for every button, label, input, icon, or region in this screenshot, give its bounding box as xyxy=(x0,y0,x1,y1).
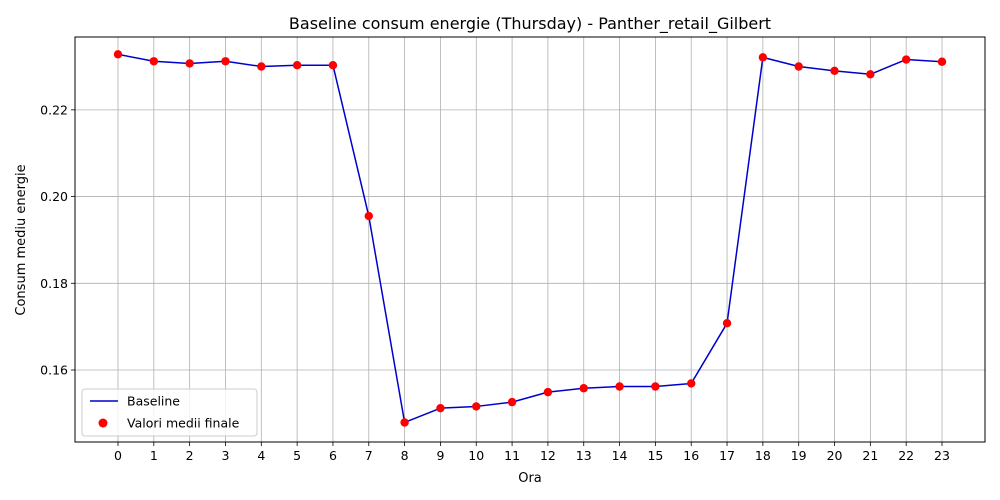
x-tick-label: 4 xyxy=(257,448,265,463)
data-point xyxy=(221,57,230,66)
baseline-line xyxy=(117,53,943,424)
legend-label-baseline: Baseline xyxy=(127,394,180,409)
x-axis-ticks: 0 1 2 3 4 5 6 7 8 9 10 11 12 13 14 15 16 17 18 19 20 21 22 23 xyxy=(114,442,950,463)
x-tick-label: 3 xyxy=(221,448,229,463)
x-tick-label: 1 xyxy=(150,448,158,463)
data-point xyxy=(722,318,732,328)
data-point xyxy=(579,384,588,393)
y-tick-label: 0.18 xyxy=(40,276,68,291)
x-tick-label: 5 xyxy=(293,448,301,463)
x-tick-label: 13 xyxy=(576,448,592,463)
data-point xyxy=(830,66,839,76)
data-point xyxy=(257,62,266,71)
x-tick-label: 15 xyxy=(647,448,663,463)
plot-frame-border xyxy=(74,36,986,443)
plot-area xyxy=(74,36,986,443)
legend-marker-swatch xyxy=(98,418,108,428)
data-point xyxy=(436,403,445,413)
x-tick-label: 8 xyxy=(401,448,409,463)
final-values-series xyxy=(113,50,947,427)
y-tick-label: 0.20 xyxy=(40,189,68,204)
x-tick-label: 2 xyxy=(186,448,194,463)
x-tick-label: 21 xyxy=(862,448,878,463)
data-point xyxy=(149,57,159,66)
x-tick-label: 6 xyxy=(329,448,337,463)
x-axis-label: Ora xyxy=(518,471,542,486)
chart-title: Baseline consum energie (Thursday) - Pan… xyxy=(289,14,771,34)
legend-box xyxy=(81,388,258,437)
x-tick-label: 12 xyxy=(540,448,556,463)
data-point xyxy=(901,55,911,64)
y-axis-label: Consum mediu energie xyxy=(14,164,29,315)
x-tick-label: 20 xyxy=(827,448,843,463)
data-point xyxy=(937,57,947,66)
x-tick-label: 23 xyxy=(934,448,950,463)
data-point xyxy=(758,53,768,62)
x-tick-label: 19 xyxy=(791,448,807,463)
data-point xyxy=(113,50,123,59)
x-tick-label: 16 xyxy=(683,448,699,463)
data-point xyxy=(615,382,624,391)
data-point xyxy=(292,60,302,70)
data-point xyxy=(400,418,409,427)
data-point xyxy=(328,60,338,70)
data-point xyxy=(687,379,696,388)
x-tick-label: 17 xyxy=(719,448,735,463)
data-point xyxy=(185,59,194,68)
y-tick-label: 0.16 xyxy=(40,363,68,378)
x-tick-label: 14 xyxy=(612,448,628,463)
y-axis-ticks: 0.16 0.18 0.20 0.22 xyxy=(40,102,75,378)
data-point xyxy=(364,211,373,221)
x-tick-label: 22 xyxy=(898,448,914,463)
data-point xyxy=(543,387,553,397)
data-point xyxy=(794,62,803,71)
x-tick-label: 11 xyxy=(504,448,520,463)
data-point xyxy=(651,382,660,391)
legend-label-final-values: Valori medii finale xyxy=(127,416,240,431)
baseline-series xyxy=(117,53,943,424)
legend: Baseline Valori medii finale xyxy=(81,388,258,437)
data-point xyxy=(472,402,481,411)
x-tick-label: 0 xyxy=(114,448,122,463)
grid-lines xyxy=(75,37,985,442)
x-tick-label: 9 xyxy=(436,448,444,463)
x-tick-label: 18 xyxy=(755,448,771,463)
data-point xyxy=(507,397,517,407)
data-point xyxy=(866,70,875,79)
y-tick-label: 0.22 xyxy=(40,102,68,117)
x-tick-label: 10 xyxy=(468,448,484,463)
x-tick-label: 7 xyxy=(365,448,373,463)
